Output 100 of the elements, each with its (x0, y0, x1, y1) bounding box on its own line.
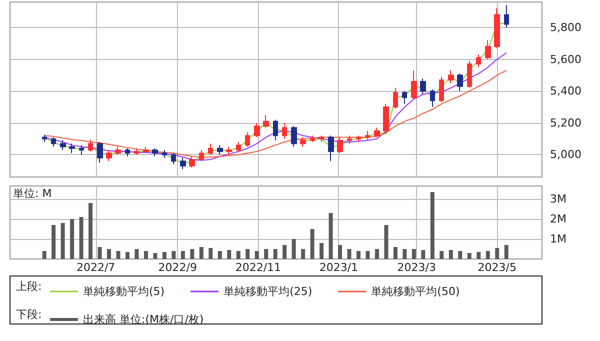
candlestick (236, 142, 241, 152)
candlestick (494, 8, 500, 49)
bar (421, 250, 426, 259)
bar (79, 217, 84, 259)
candlestick (125, 148, 130, 157)
candlestick (504, 4, 509, 28)
line-series (44, 70, 507, 158)
candlestick (217, 144, 223, 156)
bar (440, 251, 444, 259)
candlestick (51, 136, 56, 148)
candlestick (337, 136, 343, 154)
bar (236, 251, 240, 259)
legend-label: 単純移動平均(5) (83, 285, 165, 298)
bar (282, 245, 287, 259)
x-tick-label: 2022/9 (158, 261, 198, 274)
bar (116, 251, 120, 259)
candlestick (143, 146, 149, 154)
bar (162, 252, 166, 259)
bar (125, 252, 130, 259)
candlestick (273, 119, 278, 141)
x-tick-label: 2022/11 (235, 261, 282, 274)
candlestick (291, 126, 297, 148)
legend-label: 単純移動平均(25) (224, 285, 312, 298)
x-tick-label: 2023/1 (319, 261, 358, 274)
candlestick (88, 139, 93, 152)
candlestick (42, 134, 47, 142)
x-tick-label: 2023/3 (397, 261, 436, 274)
bar (190, 249, 194, 259)
bar (88, 203, 93, 259)
bar (144, 251, 148, 259)
bar (70, 219, 74, 259)
bar (430, 192, 434, 259)
bar (42, 251, 46, 259)
bar (153, 253, 158, 259)
bar (98, 247, 102, 259)
candlestick (476, 54, 481, 68)
candlestick (152, 148, 158, 157)
bar (347, 249, 352, 259)
candlestick (106, 149, 112, 162)
y-tick-label: 5,200 (550, 116, 582, 130)
candlestick (254, 122, 260, 138)
bar (393, 247, 398, 259)
bar (328, 213, 333, 259)
y-tick-label: 2M (550, 212, 566, 226)
candlestick (411, 70, 417, 100)
x-tick-label: 2022/7 (76, 261, 116, 274)
bar (134, 249, 139, 259)
candlestick (420, 78, 426, 95)
candlestick (208, 143, 213, 156)
bar (107, 249, 112, 259)
bar (301, 249, 306, 259)
candlestick (347, 135, 352, 144)
bar (172, 251, 176, 259)
candlestick (69, 143, 75, 154)
candlestick (319, 135, 324, 142)
candlestick (79, 144, 84, 156)
bar (218, 251, 222, 259)
candlestick (374, 127, 380, 138)
candlestick (402, 90, 407, 104)
legend-title: 下段: (16, 308, 42, 321)
candlestick (365, 130, 370, 141)
bar (310, 229, 314, 259)
candlestick (383, 103, 389, 133)
bar (264, 249, 268, 259)
legend-title: 上段: (16, 280, 42, 293)
bar (208, 248, 213, 259)
candlestick (180, 157, 186, 170)
bar (458, 251, 462, 259)
bar (448, 250, 453, 259)
bar (273, 249, 278, 259)
bar (227, 250, 232, 259)
bar (495, 248, 500, 259)
bar (199, 247, 204, 259)
candlestick (439, 76, 444, 103)
y-tick-label: 5,600 (550, 52, 582, 66)
bar (486, 251, 490, 259)
bar (366, 251, 370, 259)
y-tick-label: 5,800 (550, 20, 582, 34)
candlestick (226, 146, 232, 156)
y-tick-label: 5,000 (550, 148, 582, 162)
bar (52, 225, 56, 259)
candlestick (457, 73, 463, 92)
bar (374, 249, 379, 259)
x-tick-label: 2023/5 (478, 261, 516, 274)
candlestick (448, 70, 454, 84)
bar (402, 249, 407, 259)
bar (320, 243, 324, 259)
legend-label: 単純移動平均(50) (371, 285, 460, 298)
candlestick (485, 40, 491, 60)
candlestick (189, 156, 195, 168)
bar (384, 225, 388, 259)
candlestick (356, 135, 361, 142)
candlestick (97, 142, 103, 164)
bar (356, 251, 361, 259)
bar (476, 252, 481, 259)
bar (338, 245, 342, 259)
candlestick (328, 135, 334, 162)
bar (60, 223, 65, 259)
candlestick (162, 149, 167, 158)
bar (412, 249, 416, 259)
